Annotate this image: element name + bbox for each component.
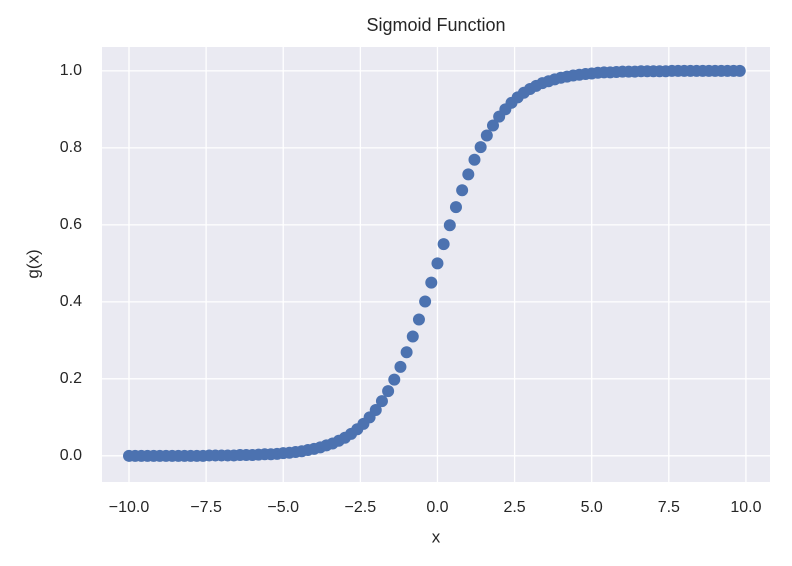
chart-title: Sigmoid Function [366, 15, 505, 35]
point [431, 257, 444, 270]
point [733, 64, 746, 77]
grid [102, 47, 770, 482]
point [394, 360, 407, 373]
point [412, 313, 425, 326]
point [369, 404, 382, 417]
point [468, 153, 481, 166]
y-tick-label: 0.8 [60, 139, 82, 156]
point [462, 168, 475, 181]
point [425, 276, 438, 289]
y-tick-label: 1.0 [60, 62, 82, 79]
y-tick-label: 0.2 [60, 370, 82, 387]
x-tick-label: −5.0 [267, 499, 299, 516]
point [388, 373, 401, 386]
point [449, 201, 462, 214]
x-tick-label: 7.5 [658, 499, 680, 516]
point [480, 129, 493, 142]
x-tick-label: −2.5 [345, 499, 377, 516]
y-tick-label: 0.4 [60, 293, 82, 310]
point [382, 385, 395, 398]
point [443, 219, 456, 232]
point [375, 395, 388, 408]
x-tick-label: −7.5 [190, 499, 222, 516]
point [437, 238, 450, 251]
point [474, 141, 487, 154]
point [419, 295, 432, 308]
y-tick-label: 0.0 [60, 447, 82, 464]
y-tick-label: 0.6 [60, 216, 82, 233]
point [456, 184, 469, 197]
x-tick-label: 5.0 [581, 499, 603, 516]
x-axis-label: x [432, 527, 441, 546]
x-tick-label: 2.5 [503, 499, 525, 516]
point [486, 119, 499, 132]
points [122, 64, 746, 462]
x-tick-label: 10.0 [730, 499, 761, 516]
point [406, 330, 419, 343]
point [400, 346, 413, 359]
x-tick-label: −10.0 [109, 499, 150, 516]
y-axis-label: g(x) [23, 249, 42, 278]
x-tick-label: 0.0 [426, 499, 448, 516]
